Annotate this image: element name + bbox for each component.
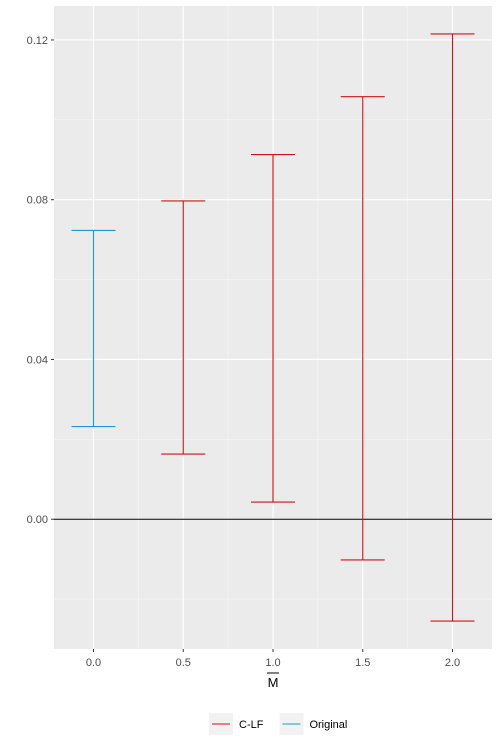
x-axis: 0.0 0.5 1.0 1.5 2.0 — [86, 649, 460, 669]
legend-label: Original — [309, 719, 347, 731]
legend-item-c-lf: C-LF — [209, 713, 264, 735]
x-tick-label: 0.0 — [86, 657, 101, 669]
x-tick-label: 2.0 — [445, 657, 460, 669]
errorbar-c-lf — [251, 154, 295, 503]
x-tick-label: 1.5 — [355, 657, 370, 669]
x-tick-label: 0.5 — [176, 657, 191, 669]
errorbar-c-lf — [161, 200, 206, 455]
legend-item-original: Original — [279, 713, 347, 735]
legend: C-LF Original — [209, 713, 347, 735]
errorbar-c-lf — [430, 33, 475, 622]
errorbar-original — [71, 229, 116, 428]
legend-label: C-LF — [239, 719, 264, 731]
y-axis: 0.00 0.04 0.08 0.12 — [27, 35, 54, 526]
error-bars — [71, 33, 475, 622]
x-axis-title: M — [268, 675, 279, 690]
errorbar-c-lf — [340, 96, 385, 561]
x-tick-label: 1.0 — [265, 657, 280, 669]
y-tick-label: 0.00 — [27, 514, 48, 526]
y-tick-label: 0.04 — [27, 354, 48, 366]
y-tick-label: 0.08 — [27, 195, 48, 207]
y-tick-label: 0.12 — [27, 35, 48, 47]
